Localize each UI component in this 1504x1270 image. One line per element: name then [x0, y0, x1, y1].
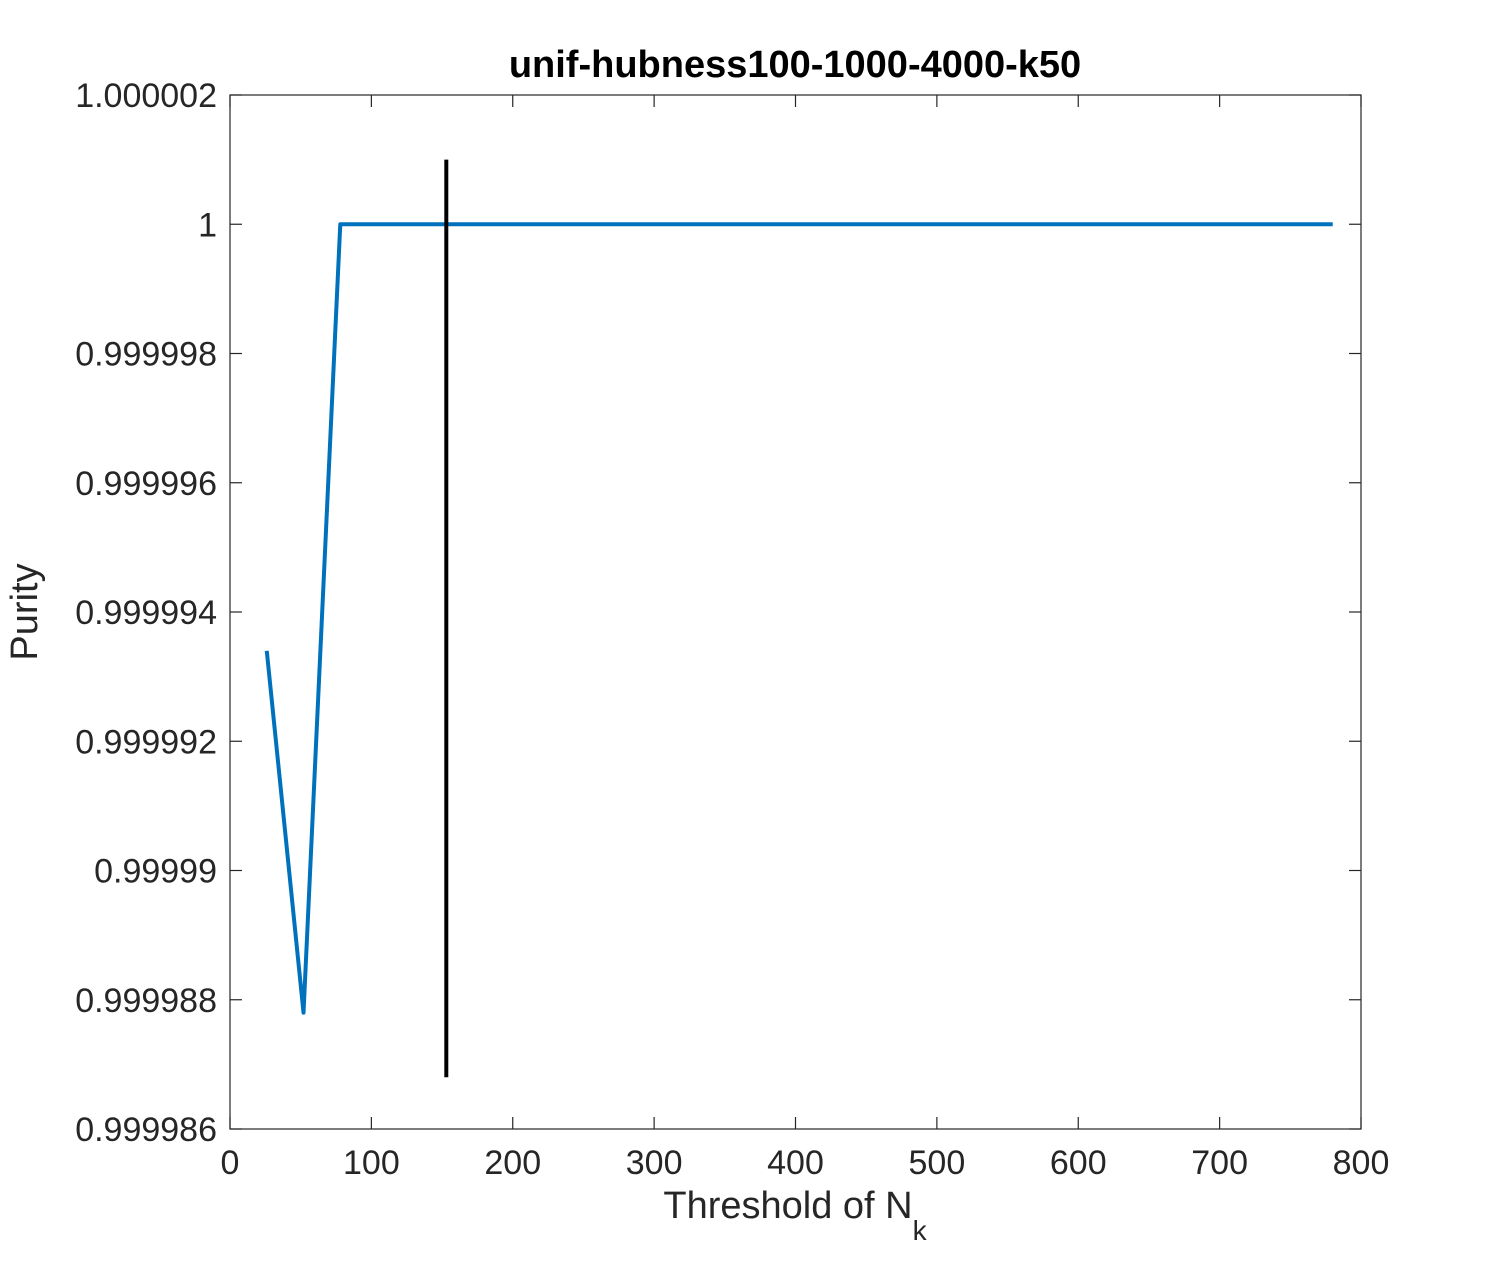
x-axis-label: Threshold of Nk	[663, 1185, 927, 1246]
y-tick-label: 0.999986	[75, 1111, 217, 1149]
series-layer	[264, 159, 1333, 1078]
ticks-layer: 0 100 200 300 400 500 600 700 800 0.999986 0.99998…	[75, 77, 1389, 1182]
x-tick-label: 800	[1333, 1144, 1390, 1182]
y-tick-label: 0.999996	[75, 465, 217, 503]
purity-series-line	[264, 222, 1333, 1015]
y-tick-label: 0.999988	[75, 982, 217, 1020]
y-tick-label: 0.999998	[75, 336, 217, 374]
plot-area	[230, 95, 1361, 1129]
x-tick-label: 300	[626, 1144, 683, 1182]
x-tick-label: 500	[909, 1144, 966, 1182]
x-tick-label: 200	[484, 1144, 541, 1182]
x-tick-label: 0	[221, 1144, 240, 1182]
x-axis-label-subscript: k	[913, 1215, 928, 1246]
y-tick-label: 1	[198, 206, 217, 244]
x-tick-label: 600	[1050, 1144, 1107, 1182]
x-axis-label-main: Threshold of N	[663, 1185, 912, 1227]
y-tick-label: 0.999992	[75, 723, 217, 761]
x-tick-label: 400	[767, 1144, 824, 1182]
x-tick-label: 100	[343, 1144, 400, 1182]
x-tick-label: 700	[1191, 1144, 1248, 1182]
chart-title: unif-hubness100-1000-4000-k50	[509, 44, 1081, 86]
y-tick-label: 0.999994	[75, 594, 217, 632]
y-axis-label: Purity	[4, 563, 46, 660]
y-tick-label: 0.99999	[94, 853, 217, 891]
y-tick-label: 1.000002	[75, 77, 217, 115]
